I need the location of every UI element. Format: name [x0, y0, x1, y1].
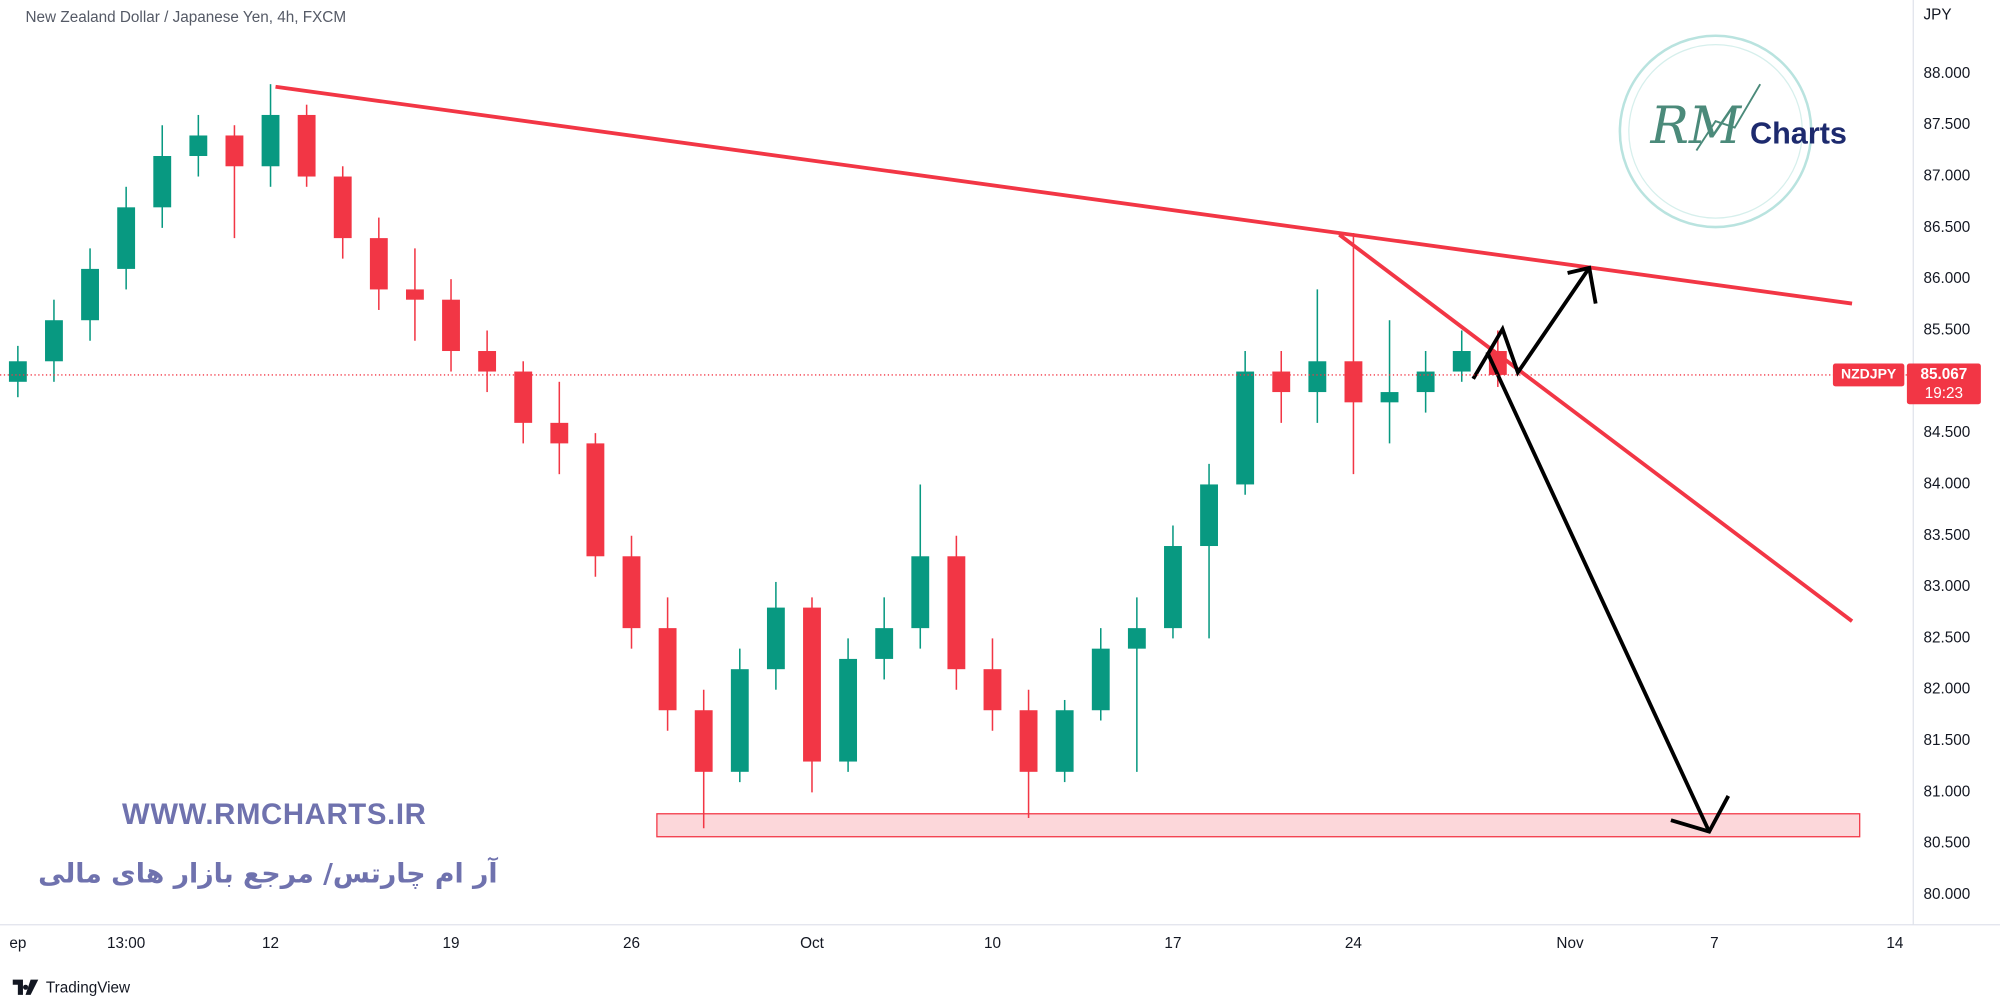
candle-body: [803, 607, 821, 762]
candle-body: [839, 658, 858, 762]
y-tick-label: 87.500: [1923, 116, 1970, 133]
projection-arrow-down: [1485, 351, 1711, 833]
brand-text: TradingView: [46, 980, 131, 997]
chart-title: New Zealand Dollar / Japanese Yen, 4h, F…: [26, 9, 347, 26]
x-tick-label: 14: [1886, 935, 1904, 952]
y-tick-label: 88.000: [1923, 65, 1970, 82]
y-tick-label: 80.000: [1923, 886, 1970, 903]
y-tick-label: 82.000: [1923, 681, 1970, 698]
x-tick-label: 24: [1345, 935, 1363, 952]
y-tick-label: 86.000: [1923, 270, 1970, 287]
arrow-head: [1670, 795, 1731, 834]
x-tick-label: 12: [262, 935, 279, 952]
candle-body: [261, 114, 280, 167]
price-unit: JPY: [1923, 6, 1951, 23]
candle-body: [1452, 351, 1471, 372]
candle-body: [405, 289, 424, 300]
symbol-label: NZDJPY: [1841, 366, 1897, 382]
candles: [8, 84, 1507, 829]
x-tick-label: Oct: [800, 935, 825, 952]
candle-body: [622, 556, 641, 629]
x-tick-label: 10: [984, 935, 1001, 952]
candle-body: [1344, 361, 1363, 403]
y-tick-label: 84.000: [1923, 475, 1970, 492]
support-zone: [656, 813, 1861, 838]
logo: RM Charts: [1618, 34, 1847, 229]
y-tick-label: 83.500: [1923, 527, 1970, 544]
candle-body: [875, 628, 894, 659]
candle-body: [297, 114, 316, 177]
y-tick-label: 84.500: [1923, 424, 1970, 441]
logo-script: RM: [1650, 97, 1743, 156]
candle-body: [1308, 361, 1327, 393]
x-tick-label: Nov: [1556, 935, 1584, 952]
y-tick-label: 83.000: [1923, 578, 1970, 595]
candle-body: [550, 422, 569, 444]
arrow-head: [1567, 265, 1598, 304]
price-label: 85.067: [1920, 366, 1967, 383]
candle-body: [1055, 710, 1074, 772]
y-tick-label: 82.500: [1923, 629, 1970, 646]
logo-ring: [1628, 44, 1803, 219]
candle-body: [983, 669, 1002, 711]
trend-line: [1338, 233, 1854, 623]
candle-body: [1091, 648, 1110, 711]
candle-body: [369, 238, 388, 290]
x-tick-label: 19: [443, 935, 460, 952]
y-tick-label: 87.000: [1923, 168, 1970, 185]
candle-body: [586, 443, 605, 557]
price-label-bg: [1906, 363, 1981, 405]
candle-body: [225, 135, 244, 167]
candle-body: [45, 320, 63, 362]
countdown-label: 19:23: [1925, 385, 1963, 402]
watermark-persian: آر ام چارتس/ مرجع بازار های مالی: [38, 856, 498, 889]
candle-body: [1272, 371, 1291, 393]
y-tick-label: 80.500: [1923, 835, 1970, 852]
candle-body: [694, 710, 713, 772]
candle-body: [911, 556, 930, 629]
candle-body: [1200, 484, 1218, 547]
y-tick-label: 81.500: [1923, 732, 1970, 749]
candle-body: [1019, 710, 1038, 772]
candle-body: [117, 207, 136, 269]
x-tick-label: ep: [9, 935, 26, 952]
candle-body: [658, 628, 677, 711]
y-tick-label: 81.000: [1923, 783, 1970, 800]
candle-body: [947, 556, 966, 670]
logo-ring: [1618, 34, 1813, 229]
candle-body: [1164, 546, 1182, 629]
candle-body: [333, 176, 352, 239]
y-tick-label: 86.500: [1923, 219, 1970, 236]
candle-body: [81, 268, 99, 321]
tradingview-icon: [12, 979, 39, 995]
x-tick-label: 7: [1710, 935, 1719, 952]
candle-body: [1380, 392, 1399, 403]
candle-body: [1236, 371, 1255, 485]
x-tick-label: 17: [1164, 935, 1181, 952]
y-tick-label: 85.500: [1923, 322, 1970, 339]
candle-body: [442, 299, 460, 352]
candle-body: [1416, 371, 1435, 393]
candle-body: [478, 351, 497, 372]
candle-body: [189, 135, 208, 157]
candle-body: [766, 607, 785, 670]
candle-body: [730, 669, 749, 772]
x-tick-label: 26: [623, 935, 640, 952]
symbol-label-bg: [1832, 363, 1905, 387]
logo-trend: [1695, 83, 1762, 152]
watermark-url: WWW.RMCHARTS.IR: [122, 798, 426, 831]
logo-text: Charts: [1750, 116, 1847, 150]
candle-body: [514, 371, 533, 423]
candle-body: [8, 361, 27, 382]
candle-body: [1127, 628, 1146, 649]
tradingview-brand: TradingView: [12, 979, 131, 997]
candle-body: [153, 156, 172, 208]
x-tick-label: 13:00: [107, 935, 145, 952]
